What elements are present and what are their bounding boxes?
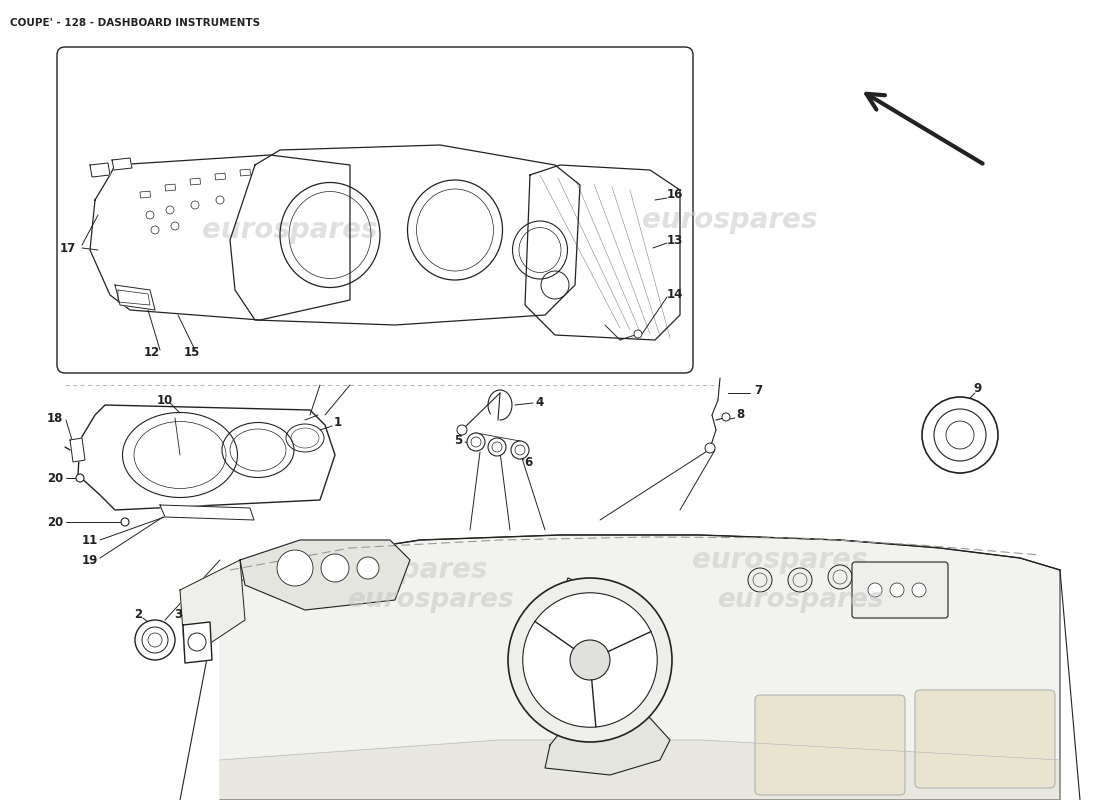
Polygon shape xyxy=(78,405,336,510)
Text: eurospares: eurospares xyxy=(716,587,883,613)
Polygon shape xyxy=(220,740,1060,800)
Polygon shape xyxy=(525,165,680,340)
Text: 1: 1 xyxy=(334,417,342,430)
Circle shape xyxy=(705,443,715,453)
FancyBboxPatch shape xyxy=(57,47,693,373)
Circle shape xyxy=(321,554,349,582)
Circle shape xyxy=(488,438,506,456)
Circle shape xyxy=(508,578,672,742)
Polygon shape xyxy=(180,560,245,660)
FancyBboxPatch shape xyxy=(915,690,1055,788)
Circle shape xyxy=(748,568,772,592)
FancyBboxPatch shape xyxy=(755,695,905,795)
Text: eurospares: eurospares xyxy=(202,216,377,244)
Circle shape xyxy=(912,583,926,597)
Circle shape xyxy=(570,640,611,680)
Text: 10: 10 xyxy=(157,394,173,406)
Text: 3: 3 xyxy=(174,609,183,622)
Polygon shape xyxy=(70,438,85,462)
Text: 7: 7 xyxy=(754,383,762,397)
FancyBboxPatch shape xyxy=(852,562,948,618)
Circle shape xyxy=(121,518,129,526)
Circle shape xyxy=(868,583,882,597)
Text: eurospares: eurospares xyxy=(642,206,817,234)
Text: 19: 19 xyxy=(81,554,98,566)
Bar xyxy=(214,173,225,180)
Circle shape xyxy=(358,557,379,579)
Text: 11: 11 xyxy=(81,534,98,546)
Polygon shape xyxy=(544,710,670,775)
Text: 4: 4 xyxy=(536,397,544,410)
Polygon shape xyxy=(160,505,254,520)
Polygon shape xyxy=(240,540,410,610)
Polygon shape xyxy=(112,158,132,170)
Polygon shape xyxy=(220,535,1060,800)
Text: 2: 2 xyxy=(134,609,142,622)
Bar xyxy=(190,178,200,185)
Circle shape xyxy=(468,433,485,451)
Text: 9: 9 xyxy=(974,382,982,394)
Text: eurospares: eurospares xyxy=(312,556,487,584)
Polygon shape xyxy=(183,622,212,663)
Circle shape xyxy=(604,702,618,716)
Bar xyxy=(165,184,176,191)
Text: 16: 16 xyxy=(667,189,683,202)
Text: eurospares: eurospares xyxy=(346,587,514,613)
Polygon shape xyxy=(90,163,110,177)
Polygon shape xyxy=(230,145,580,325)
Bar xyxy=(140,191,151,198)
Circle shape xyxy=(277,550,313,586)
Circle shape xyxy=(890,583,904,597)
Circle shape xyxy=(135,620,175,660)
Polygon shape xyxy=(90,155,350,320)
Text: 17: 17 xyxy=(59,242,76,254)
Text: eurospares: eurospares xyxy=(692,546,868,574)
Polygon shape xyxy=(116,285,155,310)
Text: 5: 5 xyxy=(454,434,462,446)
Text: 20: 20 xyxy=(47,515,63,529)
Circle shape xyxy=(634,330,642,338)
Circle shape xyxy=(522,593,657,727)
Text: 13: 13 xyxy=(667,234,683,246)
Text: 14: 14 xyxy=(667,289,683,302)
Text: 6: 6 xyxy=(524,457,532,470)
Text: 20: 20 xyxy=(47,471,63,485)
Circle shape xyxy=(456,425,468,435)
Text: 15: 15 xyxy=(184,346,200,358)
Text: 12: 12 xyxy=(144,346,161,358)
Text: 8: 8 xyxy=(736,409,744,422)
Text: COUPE' - 128 - DASHBOARD INSTRUMENTS: COUPE' - 128 - DASHBOARD INSTRUMENTS xyxy=(10,18,260,28)
Text: 18: 18 xyxy=(47,411,63,425)
Bar xyxy=(240,169,251,176)
Circle shape xyxy=(76,474,84,482)
Circle shape xyxy=(512,441,529,459)
Circle shape xyxy=(788,568,812,592)
Circle shape xyxy=(828,565,852,589)
Circle shape xyxy=(922,397,998,473)
Circle shape xyxy=(722,413,730,421)
